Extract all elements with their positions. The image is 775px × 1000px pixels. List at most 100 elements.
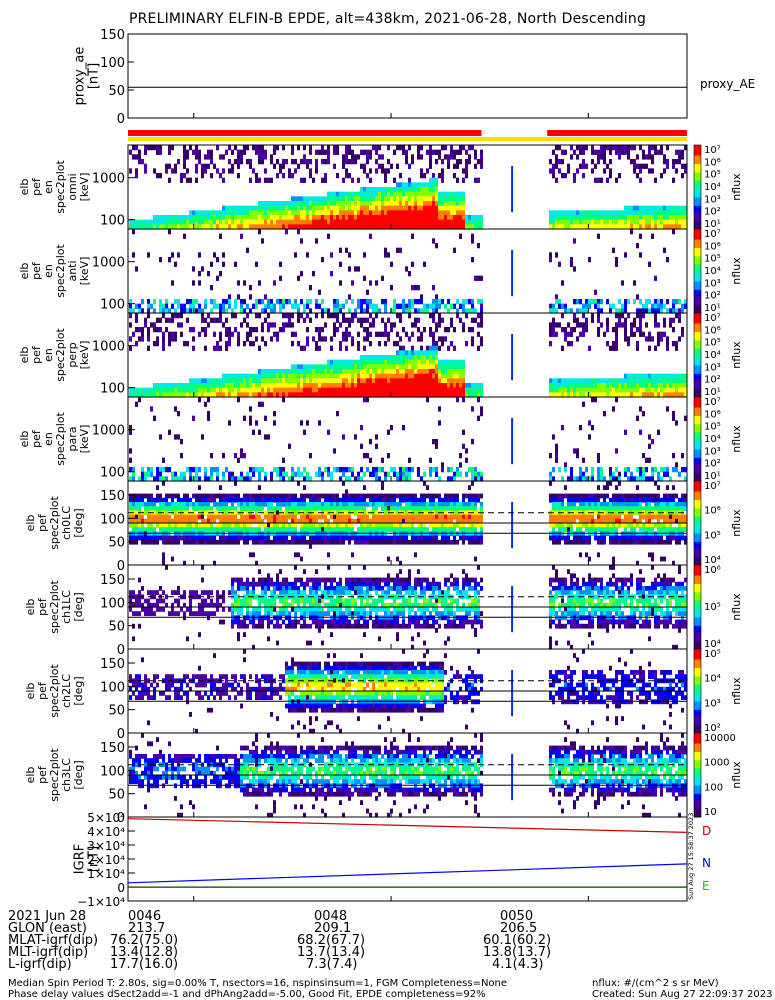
colorbar-label-0: nflux	[730, 173, 743, 201]
colorbar-tick-0-2: 10⁵	[704, 170, 721, 181]
pa-tick-label-1-1: 100	[100, 596, 125, 611]
colorbar-tick-6-0: 10⁵	[704, 649, 721, 660]
colorbar-tick-2-0: 10⁷	[704, 313, 721, 324]
en-ylabel-2: elb pef en spec2plot perp [keV]	[18, 328, 91, 382]
colorbar-tick-7-2: 100	[704, 782, 723, 793]
pa-ylabel-3-line-4: [deg]	[72, 760, 85, 789]
colorbar-tick-5-1: 10⁵	[704, 602, 721, 613]
colorbar-tick-6-3: 10²	[704, 723, 721, 734]
footer-mlat-v1: 76.2(75.0)	[110, 933, 179, 948]
en-ylabel-1-line-2: en	[42, 264, 55, 278]
colorbar-tick-4-2: 10⁵	[704, 530, 721, 541]
en-ylabel-0: elb pef en spec2plot omni [keV]	[18, 160, 91, 214]
colorbar-tick-5-2: 10⁴	[704, 639, 721, 650]
colorbar-tick-7-1: 1000	[704, 758, 729, 769]
colorbar-label-0-line-0: nflux	[730, 173, 743, 201]
colorbar-label-2-line-0: nflux	[730, 341, 743, 369]
pa-ylabel-0-line-0: elb	[24, 515, 37, 532]
en-ylabel-0-line-3: spec2plot	[54, 160, 67, 214]
en-ylabel-3-line-5: [keV]	[78, 425, 91, 454]
pa-tick-label-0-1: 100	[100, 512, 125, 527]
colorbar-tick-0-5: 10²	[704, 207, 721, 218]
en-ylabel-0-line-1: pef	[30, 177, 43, 196]
footer-spin-info: Median Spin Period T: 2.80s, sig=0.00% T…	[8, 978, 508, 989]
igrf-stamp-text: Sun Aug 27 15:58:37 2023	[687, 813, 695, 900]
science-bar-yellow	[128, 137, 687, 141]
en-tick-label-0-1: 100	[100, 214, 125, 229]
igrf-ylabel-line-0: IGRF	[73, 844, 88, 874]
colorbar-tick-1-5: 10²	[704, 291, 721, 302]
spectrogram-pa-1	[129, 565, 701, 650]
en-ylabel-0-line-4: omni	[66, 173, 79, 200]
ae-ylabel-line-0: proxy_ae	[73, 47, 88, 106]
colorbar-label-5-line-0: nflux	[730, 593, 743, 621]
colorbar-tick-3-6: 10¹	[704, 471, 721, 482]
colorbar-tick-0-3: 10⁴	[704, 182, 721, 193]
plot-title: PRELIMINARY ELFIN-B EPDE, alt=438km, 202…	[128, 11, 647, 27]
pa-tick-label-0-3: 0	[117, 559, 125, 574]
spectrogram-en-3	[129, 397, 701, 482]
pa-ylabel-0-line-1: pef	[36, 513, 49, 532]
pa-ylabel-2-line-4: [deg]	[72, 676, 85, 705]
pa-ylabel-3: elb pef spec2plot ch3LC [deg]	[24, 748, 85, 802]
footer-glon-v3: 206.5	[500, 921, 538, 936]
spectrogram-en-2	[129, 313, 701, 398]
en-ylabel-1-line-3: spec2plot	[54, 244, 67, 298]
pa-ylabel-0-line-4: [deg]	[72, 508, 85, 537]
colorbar-label-3-line-0: nflux	[730, 425, 743, 453]
en-ylabel-0-line-0: elb	[18, 179, 31, 196]
colorbar-tick-3-4: 10³	[704, 446, 721, 457]
pa-ylabel-3-line-3: ch3LC	[60, 758, 73, 792]
colorbar-tick-0-6: 10¹	[704, 219, 721, 230]
footer-phase-info: Phase delay values dSect2add=-1 and dPhA…	[8, 989, 486, 1000]
en-ylabel-1-line-5: [keV]	[78, 257, 91, 286]
spectrogram-en-0	[129, 145, 701, 230]
pa-tick-label-3-3: 0	[117, 811, 125, 826]
igrf-trace-D	[127, 818, 688, 833]
pa-ylabel-1-line-0: elb	[24, 599, 37, 616]
colorbar-tick-3-3: 10⁴	[704, 434, 721, 445]
en-ylabel-1: elb pef en spec2plot anti [keV]	[18, 244, 91, 298]
igrf-tick-label-4: 1×10⁴	[87, 867, 125, 881]
footer-mlat-v3: 60.1(60.2)	[483, 933, 552, 948]
en-ylabel-3-line-0: elb	[18, 431, 31, 448]
en-ylabel-0-line-5: [keV]	[78, 173, 91, 202]
igrf-tick-label-2: 3×10⁴	[87, 839, 125, 853]
pa-ylabel-1-line-2: spec2plot	[48, 580, 61, 634]
colorbar-tick-3-2: 10⁵	[704, 422, 721, 433]
pa-ylabel-2-line-2: spec2plot	[48, 664, 61, 718]
colorbar-tick-7-3: 10	[704, 807, 717, 818]
footer-l-v3: 4.1(4.3)	[492, 957, 544, 972]
ae-ylabel: proxy_ae [nT]	[73, 47, 102, 106]
pa-ylabel-0-line-2: spec2plot	[48, 496, 61, 550]
pa-tick-label-2-1: 100	[100, 680, 125, 695]
en-tick-label-0-0: 1000	[92, 172, 125, 187]
colorbar-tick-2-2: 10⁵	[704, 338, 721, 349]
en-ylabel-3-line-4: para	[66, 427, 79, 452]
en-ylabel-3-line-3: spec2plot	[54, 412, 67, 466]
footer-label-l: L-igrf(dip)	[8, 957, 72, 972]
en-tick-label-2-0: 1000	[92, 340, 125, 355]
pa-tick-label-0-0: 150	[100, 489, 125, 504]
footer-glon-v2: 209.1	[314, 921, 352, 936]
colorbar-label-1-line-0: nflux	[730, 257, 743, 285]
colorbar-tick-3-0: 10⁷	[704, 397, 721, 408]
footer-date-v1: 0046	[128, 909, 162, 924]
colorbar-tick-0-0: 10⁷	[704, 145, 721, 156]
colorbar-frame-7	[693, 732, 702, 818]
igrf-tick-label-5: 0	[117, 881, 125, 895]
colorbar-tick-2-1: 10⁶	[704, 325, 721, 336]
pa-tick-label-1-3: 0	[117, 643, 125, 658]
colorbar-tick-3-5: 10²	[704, 459, 721, 470]
en-ylabel-1-line-4: anti	[66, 260, 79, 281]
colorbar-tick-2-6: 10¹	[704, 387, 721, 398]
science-bar-red-right	[547, 130, 687, 136]
colorbar-tick-0-1: 10⁶	[704, 157, 721, 168]
en-tick-label-1-1: 100	[100, 298, 125, 313]
en-tick-label-1-0: 1000	[92, 256, 125, 271]
footer-created: Created: Sun Aug 27 22:09:37 2023	[592, 989, 773, 1000]
colorbar-label-7-line-0: nflux	[730, 761, 743, 789]
pa-ylabel-2-line-3: ch2LC	[60, 674, 73, 708]
